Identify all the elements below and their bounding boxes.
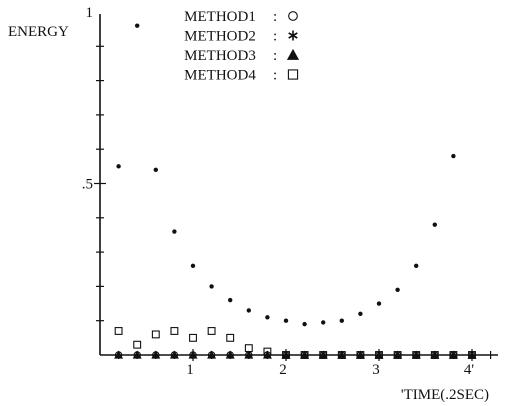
method2-point (339, 318, 344, 323)
legend-marker-square (287, 69, 299, 80)
method2-point (190, 263, 196, 269)
method4-point (189, 333, 197, 342)
method3-point (374, 350, 384, 359)
method2-point (209, 284, 214, 289)
axes (99, 14, 498, 356)
legend-marker-asterisk (288, 30, 298, 41)
legend-colon: : (273, 48, 277, 64)
method3-point (430, 350, 440, 359)
method2-point (395, 287, 400, 293)
legend-colon: : (273, 29, 277, 45)
method3-point (262, 350, 272, 359)
method3-point (448, 350, 458, 359)
method2-point (358, 311, 363, 317)
asterisk-stroke (288, 32, 298, 39)
legend-marker-triangle (286, 48, 300, 60)
method3-point (467, 350, 477, 359)
axis-ticks (94, 45, 492, 361)
method2-point (376, 301, 382, 306)
method3-point (114, 350, 124, 359)
y-axis-label: ENERGY (8, 24, 69, 40)
method3-point (355, 350, 365, 359)
method3-point (169, 350, 179, 359)
method3-point (393, 350, 403, 359)
legend: METHOD1: METHOD2: METHOD3: METHOD4: (184, 9, 300, 84)
method2-point (302, 321, 307, 327)
x-tick-label: 3 (372, 362, 380, 378)
method2-point (451, 153, 456, 159)
method2-point (432, 222, 437, 227)
method2-point (414, 263, 419, 269)
method2-point (283, 318, 289, 323)
method3-point (337, 350, 347, 359)
method2-point (153, 167, 158, 172)
method3-point (411, 350, 421, 359)
method3-point (225, 350, 235, 359)
x-axis-label: 'TIME(.2SEC) (401, 387, 489, 403)
legend-colon: : (273, 68, 277, 84)
method2-point (228, 297, 233, 303)
method3-point (244, 350, 254, 359)
method3-point (188, 350, 198, 359)
method2-point (321, 320, 326, 325)
legend-label: METHOD4 (184, 68, 256, 84)
legend-label: METHOD3 (184, 48, 256, 64)
legend-label: METHOD2 (184, 29, 256, 45)
method4-point (133, 340, 142, 349)
method4-point (226, 333, 235, 342)
legend-colon: : (273, 9, 277, 25)
method3-point (318, 350, 328, 359)
method2-point (135, 23, 140, 28)
y-tick-label: 1 (86, 5, 94, 21)
y-tick-label: .5 (82, 177, 93, 193)
method2-point (172, 229, 177, 234)
x-tick-label: 2 (279, 362, 287, 378)
method2-point (265, 315, 270, 320)
data-points (114, 23, 477, 359)
method4-point (114, 327, 123, 335)
method3-point (151, 350, 161, 359)
legend-label: METHOD1 (184, 9, 256, 25)
method3-point (281, 350, 291, 359)
method4-point (170, 327, 179, 335)
method3-point (132, 350, 142, 359)
method4-point (151, 330, 160, 339)
method3-point (300, 350, 310, 359)
method4-point (207, 327, 216, 335)
x-tick-label: 1 (186, 362, 194, 378)
method2-point (116, 164, 121, 169)
method2-point (246, 308, 251, 313)
x-tick-label: 4' (464, 362, 475, 378)
method3-point (207, 350, 217, 359)
legend-marker-circle (288, 11, 298, 21)
